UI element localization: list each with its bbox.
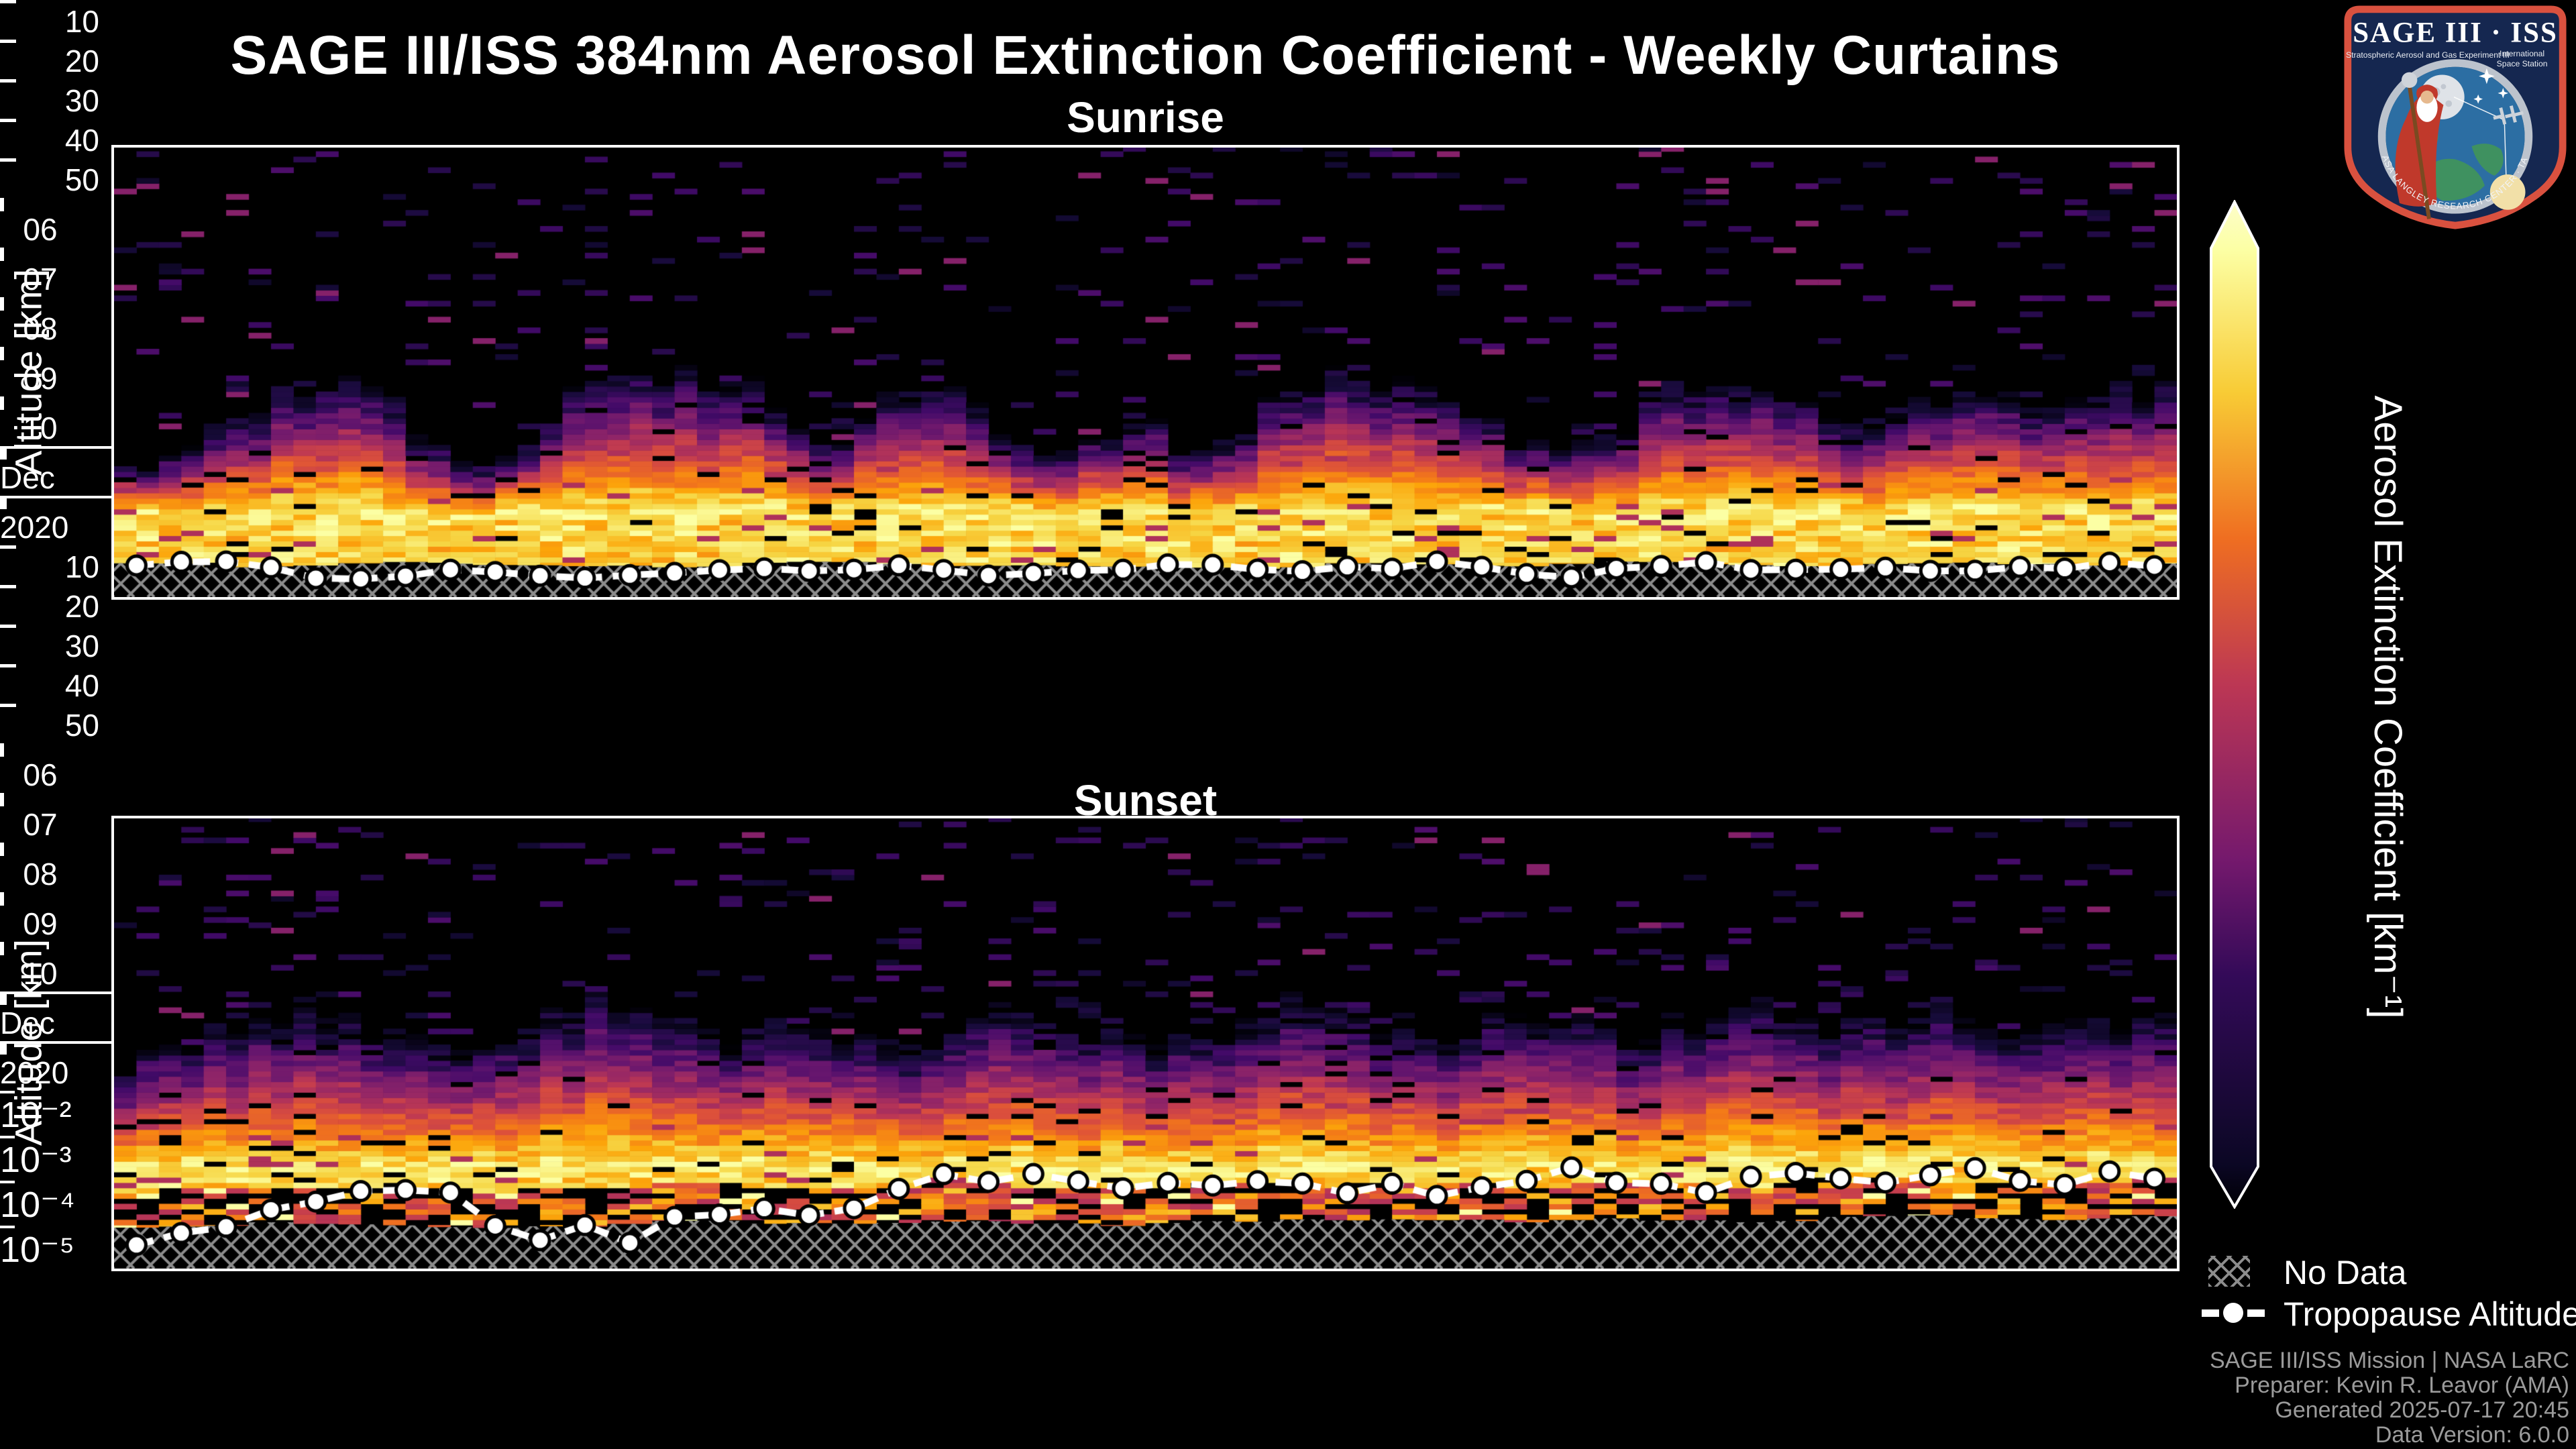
y-tick (0, 40, 16, 43)
attribution-data-version: Data Version: 6.0.0 (2375, 1422, 2569, 1448)
y-tick (0, 585, 16, 588)
sunrise-panel-title: Sunrise (1067, 93, 1224, 142)
x-tick (0, 793, 4, 806)
y-tick (0, 79, 16, 83)
tropopause-dash-icon (2202, 1309, 2219, 1317)
tropopause-dot-icon (2223, 1303, 2243, 1323)
tropopause-dash-icon (2247, 1309, 2265, 1317)
sunset-heatmap-canvas (114, 818, 2177, 1269)
y-tick-label: 50 (64, 708, 99, 743)
colorbar-tick (0, 1226, 15, 1228)
x-tick (0, 396, 4, 410)
x-tick (0, 198, 4, 211)
x-tick-label: 06 (23, 757, 58, 792)
x-tick (0, 843, 4, 856)
x-tick-label: 10 (23, 956, 58, 991)
year-axis-tick (0, 1044, 7, 1055)
x-tick-label: 08 (23, 311, 58, 346)
colorbar-axis-label: Aerosol Extinction Coefficient [km⁻¹] (2366, 395, 2410, 1019)
x-tick-label: 06 (23, 212, 58, 247)
x-tick-label: 09 (23, 906, 58, 941)
colorbar-tick (0, 1181, 15, 1183)
tropopause-legend-swatch (2202, 1303, 2271, 1323)
x-tick-label: 10 (23, 411, 58, 445)
y-tick-label: 50 (64, 162, 99, 197)
x-tick (0, 347, 4, 360)
sunrise-y-axis-label: Altitude [km] (7, 268, 50, 476)
no-data-legend-label: No Data (2284, 1254, 2407, 1291)
sunrise-heatmap-canvas (114, 148, 2177, 597)
colorbar-gradient-bar (2210, 200, 2259, 1209)
year-axis-label: 2020 (0, 510, 69, 545)
y-tick (0, 158, 16, 162)
colorbar-tick-label: 10⁻⁴ (0, 1185, 75, 1225)
logo-sun (2489, 174, 2526, 210)
y-tick-label: 30 (64, 83, 99, 118)
colorbar-tick (0, 1091, 15, 1093)
logo-subtitle-right-1: International (2500, 49, 2544, 58)
y-tick-label: 20 (64, 44, 99, 78)
x-tick (0, 248, 4, 261)
sage-iss-mission-logo: SAGE III · ISS Stratospheric Aerosol and… (2343, 5, 2567, 229)
y-tick-label: 40 (64, 668, 99, 703)
x-tick (0, 743, 4, 757)
y-tick (0, 625, 16, 628)
colorbar-tick (0, 1136, 15, 1138)
attribution-preparer: Preparer: Kevin R. Leavor (AMA) (2235, 1373, 2569, 1398)
logo-subtitle-left: Stratospheric Aerosol and Gas Experiment… (2346, 50, 2510, 60)
y-tick-label: 40 (64, 123, 99, 158)
y-tick-label: 10 (64, 549, 99, 584)
month-axis-label: Dec (0, 460, 55, 495)
colorbar-tick-label: 10⁻² (0, 1095, 72, 1135)
y-tick (0, 704, 16, 707)
attribution-block: SAGE III/ISS Mission | NASA LaRC Prepare… (2210, 1348, 2569, 1448)
y-tick-label: 10 (64, 4, 99, 39)
no-data-hatch-swatch (2208, 1256, 2250, 1287)
logo-iss (2493, 105, 2524, 125)
x-tick-label: 08 (23, 857, 58, 892)
y-tick (0, 119, 16, 122)
year-axis-tick (0, 498, 7, 509)
attribution-mission: SAGE III/ISS Mission | NASA LaRC (2209, 1348, 2569, 1373)
x-tick-label: 09 (23, 361, 58, 396)
month-axis-tick (0, 449, 7, 460)
sunrise-axis-box (111, 145, 2180, 600)
x-tick (0, 942, 4, 955)
colorbar-tick-label: 10⁻³ (0, 1140, 72, 1180)
logo-title: SAGE III · ISS (2353, 17, 2558, 49)
colorbar-tick-label: 10⁻⁵ (0, 1230, 74, 1270)
year-axis-label: 2020 (0, 1055, 69, 1090)
x-tick-label: 07 (23, 262, 58, 297)
logo-wizard (2395, 72, 2444, 219)
tropopause-legend-label: Tropopause Altitude (2284, 1295, 2576, 1333)
y-tick (0, 545, 16, 549)
logo-stars (2473, 68, 2509, 104)
x-tick (0, 892, 4, 906)
month-axis-label: Dec (0, 1006, 55, 1040)
logo-subtitle-right-2: Space Station (2497, 59, 2548, 68)
y-tick (0, 664, 16, 667)
month-axis-tick (0, 994, 7, 1005)
sunset-y-axis-label: Altitude [km] (7, 938, 50, 1146)
sunset-axis-box (111, 816, 2180, 1271)
y-tick-label: 20 (64, 589, 99, 624)
y-tick-label: 30 (64, 629, 99, 663)
x-tick-label: 07 (23, 807, 58, 842)
y-tick (0, 0, 16, 3)
x-tick (0, 297, 4, 311)
colorbar (2210, 200, 2259, 1209)
attribution-generated: Generated 2025-07-17 20:45 (2275, 1397, 2569, 1423)
page-title: SAGE III/ISS 384nm Aerosol Extinction Co… (230, 25, 2061, 86)
